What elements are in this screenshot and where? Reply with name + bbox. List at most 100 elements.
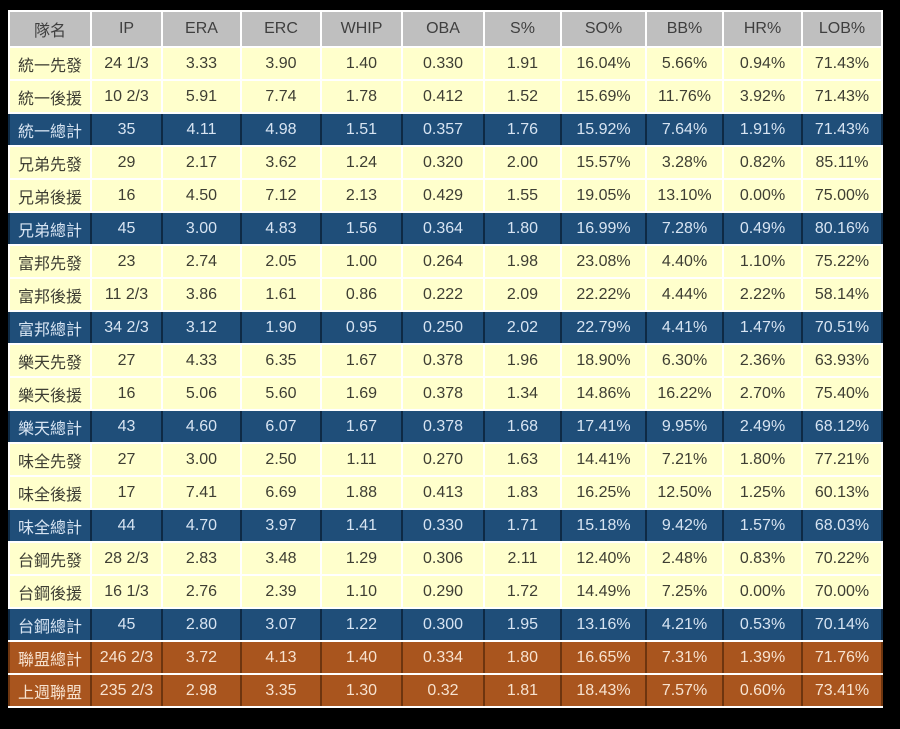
stat-cell: 7.28% <box>645 211 724 246</box>
stat-cell: 2.39 <box>240 574 322 609</box>
stat-cell: 14.41% <box>560 442 647 477</box>
team-split-row: 富邦後援 11 2/3 3.86 1.61 0.86 0.222 2.09 22.22% 4.4… <box>8 277 883 312</box>
stat-cell: 1.91% <box>722 112 803 147</box>
stat-cell: 23 <box>90 244 163 279</box>
stat-cell: 16.99% <box>560 211 647 246</box>
stat-cell: 3.07 <box>240 607 322 642</box>
league-summary-row: 上週聯盟 235 2/3 2.98 3.35 1.30 0.32 1.81 18.43% 7.5… <box>8 673 883 708</box>
stat-cell: 4.33 <box>161 343 242 378</box>
league-summary-row: 聯盟總計 246 2/3 3.72 4.13 1.40 0.334 1.80 16.65% 7.… <box>8 640 883 675</box>
stat-cell: 1.69 <box>320 376 403 411</box>
stat-cell: 4.11 <box>161 112 242 147</box>
column-header: IP <box>90 10 163 48</box>
stat-cell: 4.70 <box>161 508 242 543</box>
stat-cell: 0.306 <box>401 541 485 576</box>
stat-cell: 2.98 <box>161 673 242 708</box>
stat-cell: 2.49% <box>722 409 803 444</box>
team-name-cell: 味全後援 <box>8 475 92 510</box>
column-header: WHIP <box>320 10 403 48</box>
stat-cell: 1.34 <box>483 376 562 411</box>
stat-cell: 19.05% <box>560 178 647 213</box>
stat-cell: 1.57% <box>722 508 803 543</box>
stat-cell: 0.290 <box>401 574 485 609</box>
stat-cell: 12.40% <box>560 541 647 576</box>
stat-cell: 1.56 <box>320 211 403 246</box>
stat-cell: 0.413 <box>401 475 485 510</box>
team-split-row: 台鋼後援 16 1/3 2.76 2.39 1.10 0.290 1.72 14.49% 7.2… <box>8 574 883 609</box>
stat-cell: 1.10 <box>320 574 403 609</box>
stat-cell: 18.90% <box>560 343 647 378</box>
stat-cell: 4.98 <box>240 112 322 147</box>
stat-cell: 1.55 <box>483 178 562 213</box>
stat-cell: 2.48% <box>645 541 724 576</box>
team-split-row: 台鋼先發 28 2/3 2.83 3.48 1.29 0.306 2.11 12.40% 2.4… <box>8 541 883 576</box>
team-name-cell: 台鋼總計 <box>8 607 92 642</box>
stat-cell: 0.83% <box>722 541 803 576</box>
stat-cell: 1.39% <box>722 640 803 675</box>
stat-cell: 16 1/3 <box>90 574 163 609</box>
team-split-row: 兄弟先發 29 2.17 3.62 1.24 0.320 2.00 15.57% 3.28% 0.… <box>8 145 883 180</box>
column-header: LOB% <box>801 10 883 48</box>
stat-cell: 60.13% <box>801 475 883 510</box>
stat-cell: 1.67 <box>320 409 403 444</box>
stat-cell: 3.35 <box>240 673 322 708</box>
stat-cell: 0.412 <box>401 79 485 114</box>
stat-cell: 1.11 <box>320 442 403 477</box>
stat-cell: 70.14% <box>801 607 883 642</box>
stat-cell: 24 1/3 <box>90 46 163 81</box>
stat-cell: 71.43% <box>801 112 883 147</box>
stat-cell: 0.00% <box>722 574 803 609</box>
stat-cell: 4.41% <box>645 310 724 345</box>
stat-cell: 2.22% <box>722 277 803 312</box>
stat-cell: 3.92% <box>722 79 803 114</box>
stat-cell: 71.43% <box>801 46 883 81</box>
stat-cell: 0.32 <box>401 673 485 708</box>
stat-cell: 16 <box>90 178 163 213</box>
stat-cell: 3.48 <box>240 541 322 576</box>
stat-cell: 16.65% <box>560 640 647 675</box>
team-split-row: 樂天先發 27 4.33 6.35 1.67 0.378 1.96 18.90% 6.30% 2.… <box>8 343 883 378</box>
team-name-cell: 富邦先發 <box>8 244 92 279</box>
stat-cell: 0.60% <box>722 673 803 708</box>
stat-cell: 1.22 <box>320 607 403 642</box>
stat-cell: 0.222 <box>401 277 485 312</box>
stat-cell: 1.40 <box>320 46 403 81</box>
stat-cell: 2.36% <box>722 343 803 378</box>
stat-cell: 1.67 <box>320 343 403 378</box>
stat-cell: 7.31% <box>645 640 724 675</box>
team-name-cell: 上週聯盟 <box>8 673 92 708</box>
stat-cell: 0.320 <box>401 145 485 180</box>
team-name-cell: 兄弟後援 <box>8 178 92 213</box>
stat-cell: 1.51 <box>320 112 403 147</box>
team-total-row: 樂天總計 43 4.60 6.07 1.67 0.378 1.68 17.41% 9.95% 2.… <box>8 409 883 444</box>
team-total-row: 統一總計 35 4.11 4.98 1.51 0.357 1.76 15.92% 7.64% 1.… <box>8 112 883 147</box>
stat-cell: 0.94% <box>722 46 803 81</box>
stat-cell: 71.76% <box>801 640 883 675</box>
stat-cell: 4.83 <box>240 211 322 246</box>
team-name-cell: 台鋼後援 <box>8 574 92 609</box>
stat-cell: 0.250 <box>401 310 485 345</box>
team-split-row: 統一先發 24 1/3 3.33 3.90 1.40 0.330 1.91 16.04% 5.6… <box>8 46 883 81</box>
stat-cell: 80.16% <box>801 211 883 246</box>
stat-cell: 15.18% <box>560 508 647 543</box>
stat-cell: 4.50 <box>161 178 242 213</box>
stat-cell: 15.92% <box>560 112 647 147</box>
team-name-cell: 台鋼先發 <box>8 541 92 576</box>
stat-cell: 16.22% <box>645 376 724 411</box>
stat-cell: 7.74 <box>240 79 322 114</box>
stat-cell: 0.00% <box>722 178 803 213</box>
stat-cell: 75.00% <box>801 178 883 213</box>
stat-cell: 6.30% <box>645 343 724 378</box>
team-split-row: 兄弟後援 16 4.50 7.12 2.13 0.429 1.55 19.05% 13.10% 0… <box>8 178 883 213</box>
stat-cell: 1.30 <box>320 673 403 708</box>
stat-cell: 3.62 <box>240 145 322 180</box>
stat-cell: 2.74 <box>161 244 242 279</box>
team-total-row: 台鋼總計 45 2.80 3.07 1.22 0.300 1.95 13.16% 4.21% 0.… <box>8 607 883 642</box>
stat-cell: 29 <box>90 145 163 180</box>
stat-cell: 1.91 <box>483 46 562 81</box>
team-name-cell: 兄弟先發 <box>8 145 92 180</box>
stat-cell: 2.05 <box>240 244 322 279</box>
stat-cell: 246 2/3 <box>90 640 163 675</box>
stat-cell: 3.90 <box>240 46 322 81</box>
column-header: OBA <box>401 10 485 48</box>
